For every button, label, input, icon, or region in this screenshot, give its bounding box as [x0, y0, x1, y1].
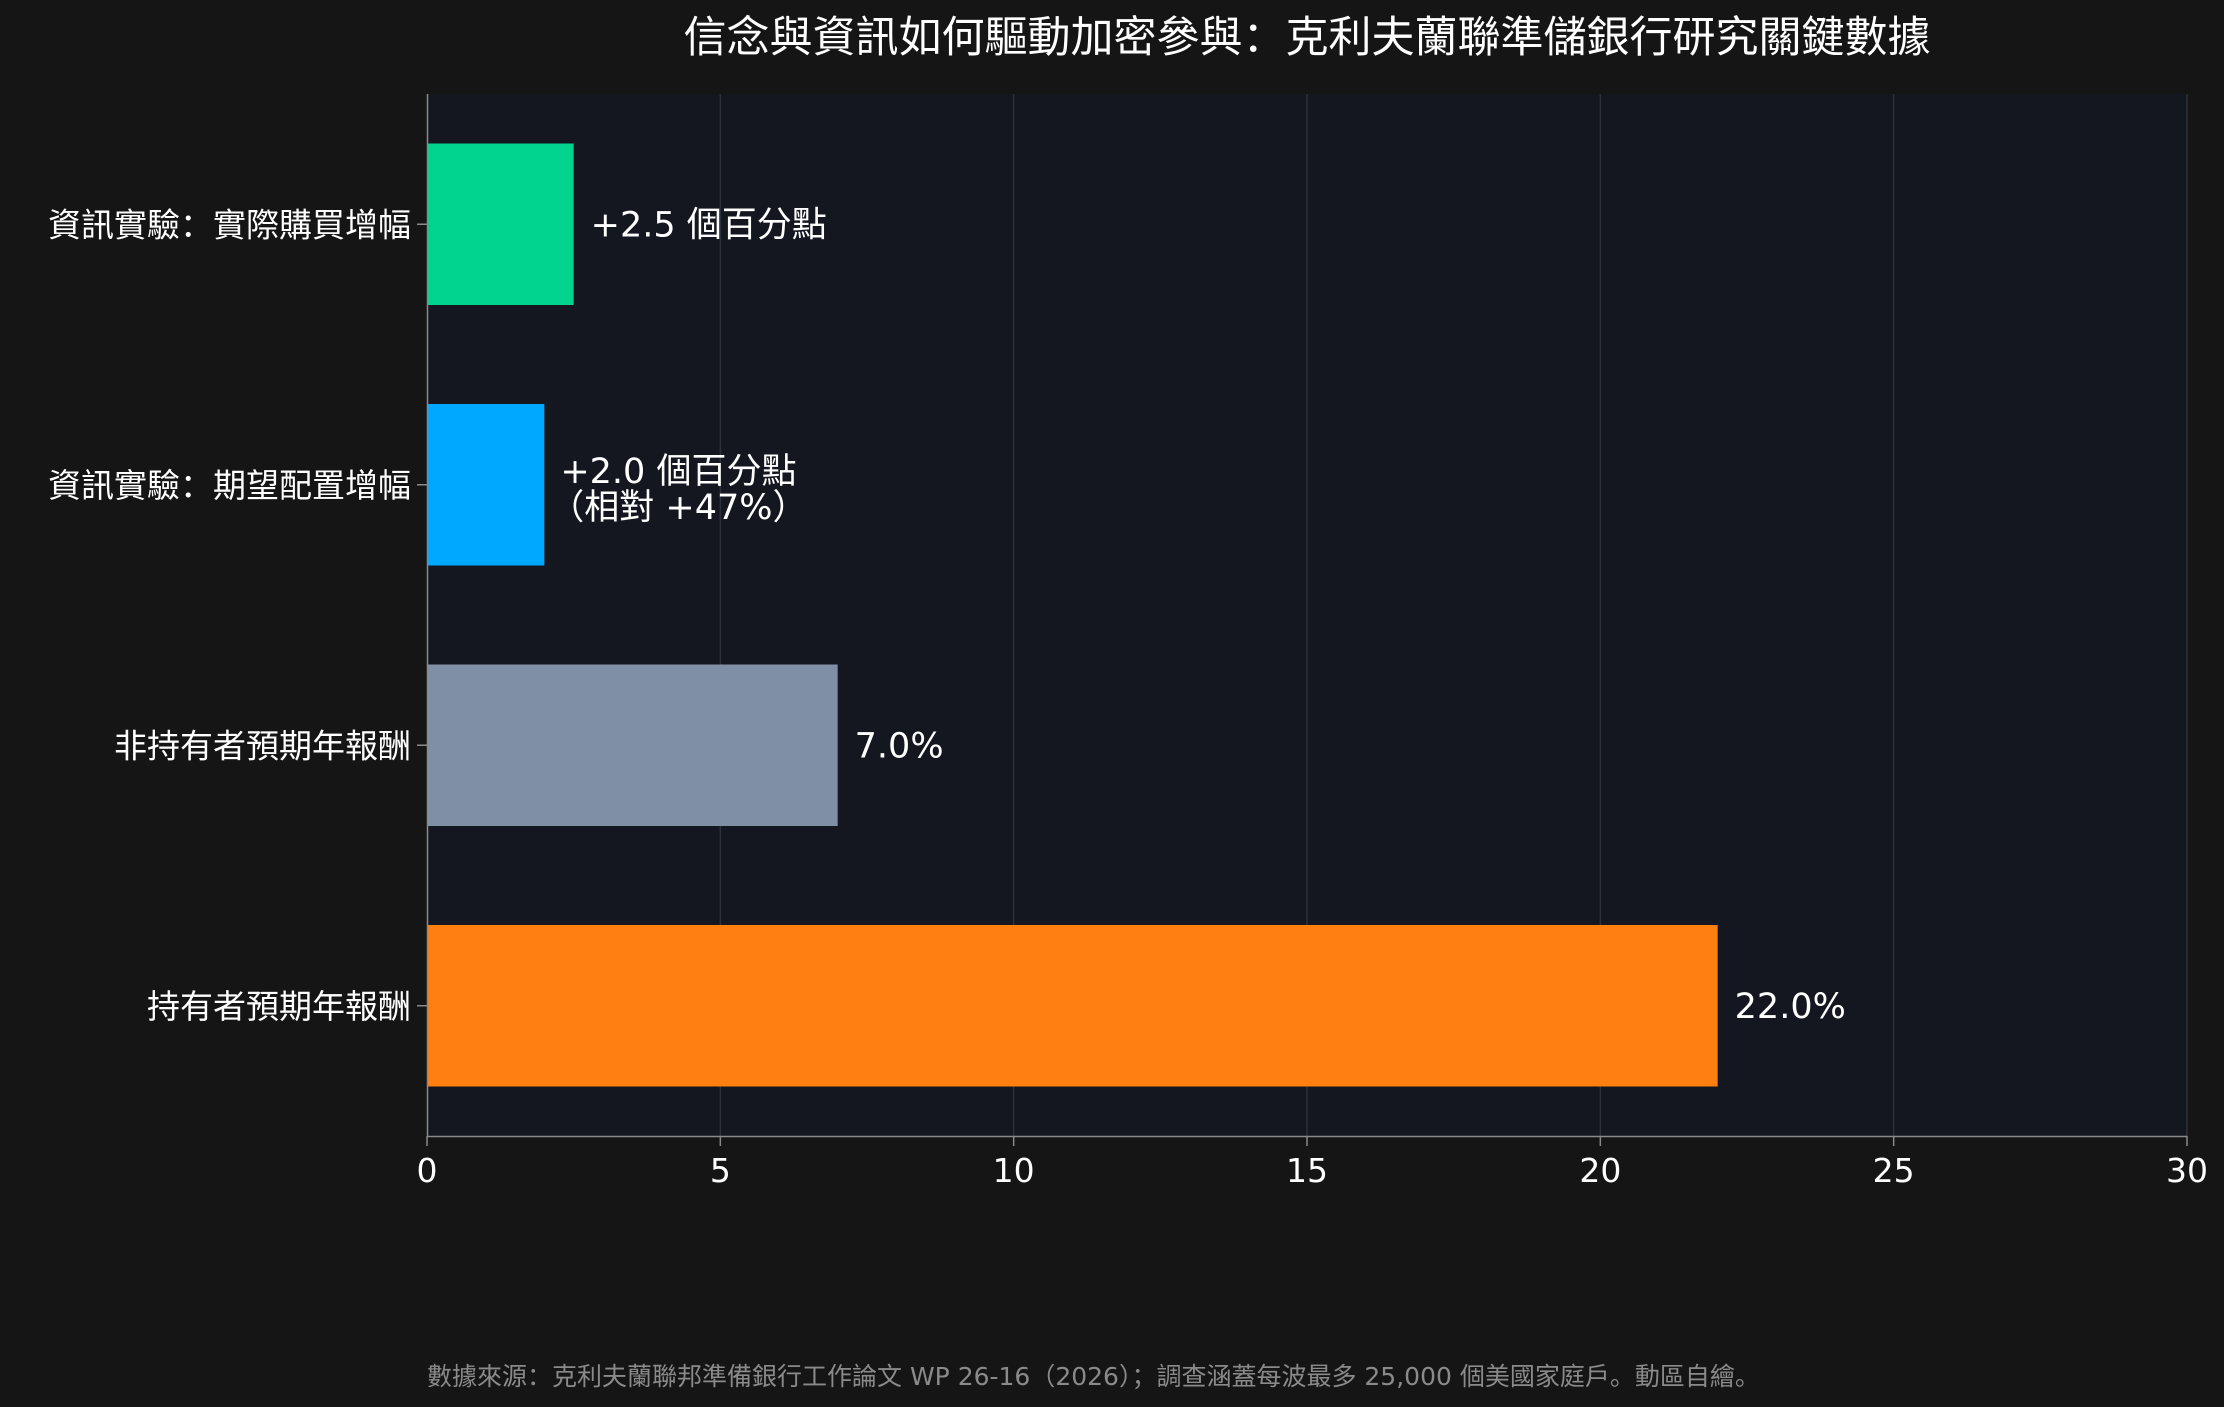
data-label-note: （相對 +47%） — [549, 488, 807, 528]
category-label: 資訊實驗：期望配置增幅 — [48, 466, 411, 505]
x-tick-label: 5 — [710, 1151, 731, 1190]
category-label: 資訊實驗：實際購買增幅 — [48, 205, 411, 244]
x-tick-label: 30 — [2166, 1151, 2208, 1190]
value-labels: +2.5 個百分點 +2.0 個百分點（相對 +47%） 7.0% 22.0% — [549, 205, 1846, 1027]
x-tick-label: 25 — [1873, 1151, 1915, 1190]
data-label: 7.0% — [855, 726, 944, 766]
bar — [427, 664, 838, 827]
data-label: 22.0% — [1735, 987, 1846, 1027]
source-note: 數據來源：克利夫蘭聯邦準備銀行工作論文 WP 26-16（2026）；調查涵蓋每… — [427, 1362, 1760, 1391]
x-tick-label: 10 — [993, 1151, 1035, 1190]
data-label: +2.0 個百分點 — [560, 452, 796, 492]
bar — [427, 924, 1718, 1087]
data-label: +2.5 個百分點 — [591, 205, 827, 245]
bar — [427, 403, 545, 566]
category-label: 非持有者預期年報酬 — [114, 726, 411, 765]
grid-lines — [719, 94, 2188, 1136]
x-tick-label: 20 — [1579, 1151, 1621, 1190]
bar — [427, 143, 574, 306]
x-axis-ticks: 0 5 10 15 20 25 30 — [417, 1136, 2208, 1190]
x-tick-label: 0 — [417, 1151, 438, 1190]
chart-title: 信念與資訊如何驅動加密參與：克利夫蘭聯準儲銀行研究關鍵數據 — [684, 13, 1931, 63]
bars — [427, 143, 1718, 1087]
category-label: 持有者預期年報酬 — [147, 987, 411, 1026]
x-tick-label: 15 — [1286, 1151, 1328, 1190]
